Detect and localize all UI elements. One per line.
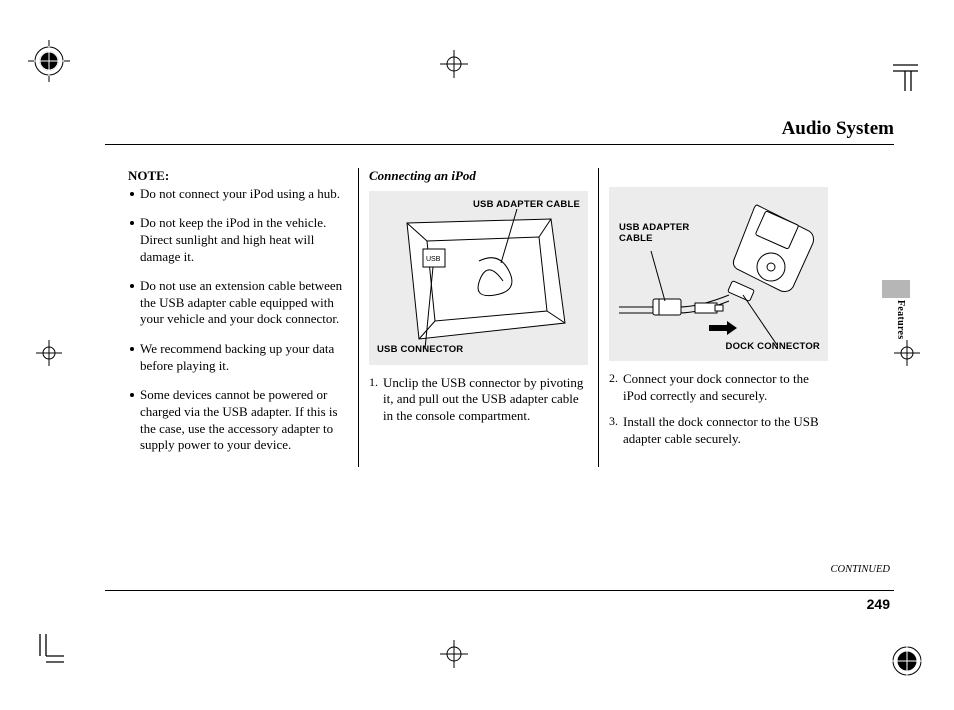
step-item: 1. Unclip the USB connector by pivoting … (369, 375, 588, 425)
note-item: Do not keep the iPod in the vehicle. Dir… (140, 215, 348, 265)
page: Audio System Features NOTE: Do not conne… (0, 0, 954, 710)
note-item: Do not use an extension cable between th… (140, 278, 348, 328)
step-text: Unclip the USB connector by pivoting it,… (383, 375, 588, 425)
section-tab-label: Features (895, 300, 906, 339)
svg-text:USB: USB (426, 256, 441, 263)
console-illustration-icon: USB (369, 191, 589, 365)
registration-mark-icon (28, 40, 70, 82)
step-text: Connect your dock connector to the iPod … (623, 371, 828, 404)
step-number: 1. (369, 375, 383, 425)
step-number: 3. (609, 414, 623, 447)
note-heading: NOTE: (128, 168, 348, 185)
footer-rule (105, 590, 894, 591)
figure-ipod-dock: USB ADAPTER CABLE DOCK CONNECTOR (609, 187, 828, 361)
step-text: Install the dock connector to the USB ad… (623, 414, 828, 447)
column-connecting-2: USB ADAPTER CABLE DOCK CONNECTOR (598, 168, 838, 467)
crop-mark-icon (28, 634, 64, 670)
subheading: Connecting an iPod (369, 168, 588, 185)
spacer (609, 168, 828, 187)
column-notes: NOTE: Do not connect your iPod using a h… (118, 168, 358, 467)
page-number: 249 (867, 596, 890, 612)
registration-mark-icon (440, 50, 468, 78)
page-header: Audio System (105, 118, 894, 145)
step-item: 3. Install the dock connector to the USB… (609, 414, 828, 447)
registration-mark-icon (440, 640, 468, 668)
page-title: Audio System (782, 118, 894, 139)
continued-label: CONTINUED (830, 564, 890, 575)
note-list: Do not connect your iPod using a hub. Do… (128, 186, 348, 454)
content-columns: NOTE: Do not connect your iPod using a h… (118, 168, 892, 467)
note-item: Some devices cannot be powered or charge… (140, 387, 348, 454)
crop-mark-icon (893, 55, 929, 91)
step-item: 2. Connect your dock connector to the iP… (609, 371, 828, 404)
step-number: 2. (609, 371, 623, 404)
registration-mark-icon (894, 340, 920, 366)
note-item: We recommend backing up your data before… (140, 341, 348, 374)
figure-console-compartment: USB ADAPTER CABLE USB CONNECTOR USB (369, 191, 588, 365)
registration-mark-icon (886, 640, 928, 682)
ipod-illustration-icon (609, 187, 829, 361)
column-connecting-1: Connecting an iPod USB ADAPTER CABLE USB… (358, 168, 598, 467)
note-item: Do not connect your iPod using a hub. (140, 186, 348, 203)
registration-mark-icon (36, 340, 62, 366)
